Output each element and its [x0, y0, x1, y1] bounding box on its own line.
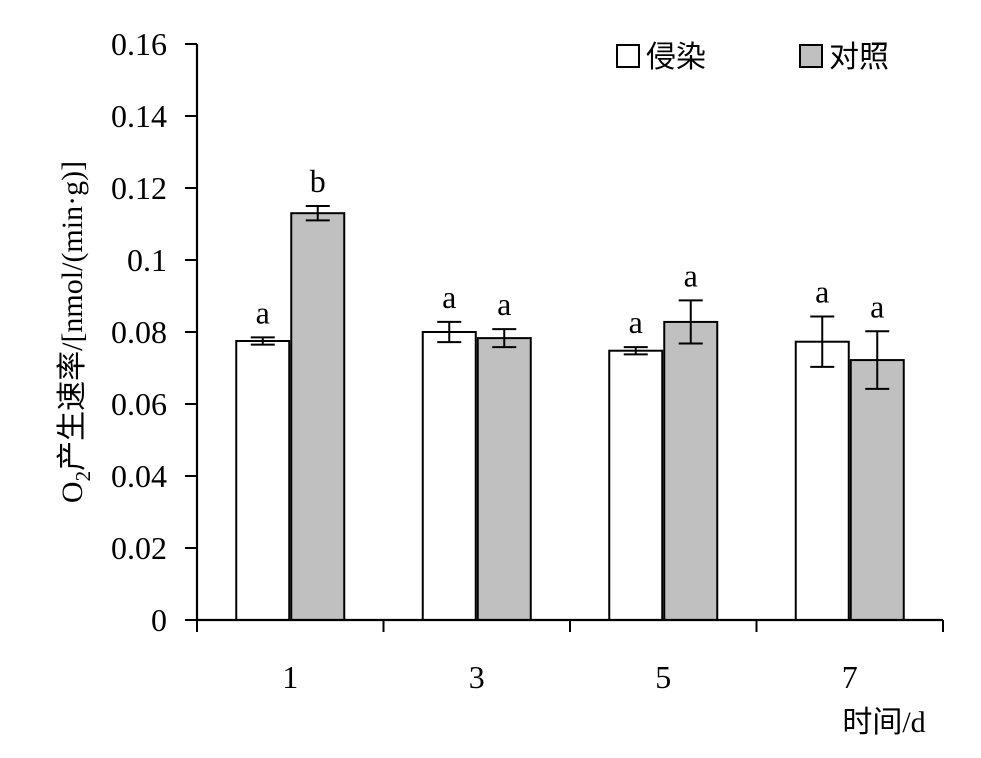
- y-tick-label: 0.02: [111, 530, 167, 566]
- error-bars-group: [250, 205, 890, 390]
- x-tick-label: 7: [842, 659, 858, 695]
- significance-label: a: [684, 257, 698, 293]
- y-axis-ticks: 0 0.02 0.04 0.06 0.08 0.1 0.12 0.14 0.16: [111, 26, 197, 638]
- y-axis-label-rest: 产生速率/[nmol/(min·g)]: [56, 161, 89, 471]
- significance-label: a: [815, 274, 829, 310]
- x-tick-label: 1: [282, 659, 298, 695]
- y-tick-label: 0.1: [127, 242, 167, 278]
- y-tick-label: 0.16: [111, 26, 167, 62]
- significance-label: a: [256, 294, 270, 330]
- x-tick-label: 5: [655, 659, 671, 695]
- y-tick-label: 0: [151, 602, 167, 638]
- y-tick-label: 0.06: [111, 386, 167, 422]
- significance-label: a: [629, 304, 643, 340]
- bar: [608, 349, 664, 621]
- y-axis-label-subscript: 2: [71, 471, 95, 482]
- bar: [849, 359, 905, 621]
- significance-labels-group: a b a a a a a a: [256, 163, 885, 340]
- legend: 侵染 对照: [616, 41, 889, 74]
- bar: [235, 340, 291, 621]
- y-tick-label: 0.08: [111, 314, 167, 350]
- bar: [663, 320, 719, 621]
- y-tick-label: 0.14: [111, 98, 167, 134]
- y-tick-label: 0.12: [111, 170, 167, 206]
- x-axis-label: 时间/d: [842, 706, 925, 739]
- significance-label: a: [442, 279, 456, 315]
- legend-label-control: 对照: [829, 41, 889, 74]
- bar: [421, 331, 477, 621]
- significance-label: b: [310, 163, 326, 199]
- significance-label: a: [870, 288, 884, 324]
- y-axis-label-main: O: [56, 481, 89, 503]
- legend-swatch-infected: [616, 44, 640, 68]
- bar: [794, 340, 850, 621]
- bars-group: [235, 212, 905, 621]
- y-axis-label: O2产生速率/[nmol/(min·g)]: [56, 161, 95, 503]
- bar: [290, 212, 346, 621]
- x-axis-ticks: 1 3 5 7: [196, 620, 944, 695]
- y-tick-label: 0.04: [111, 458, 167, 494]
- legend-swatch-control: [799, 44, 823, 68]
- legend-label-infected: 侵染: [646, 41, 706, 74]
- x-tick-label: 3: [469, 659, 485, 695]
- bar: [476, 337, 532, 621]
- significance-label: a: [497, 286, 511, 322]
